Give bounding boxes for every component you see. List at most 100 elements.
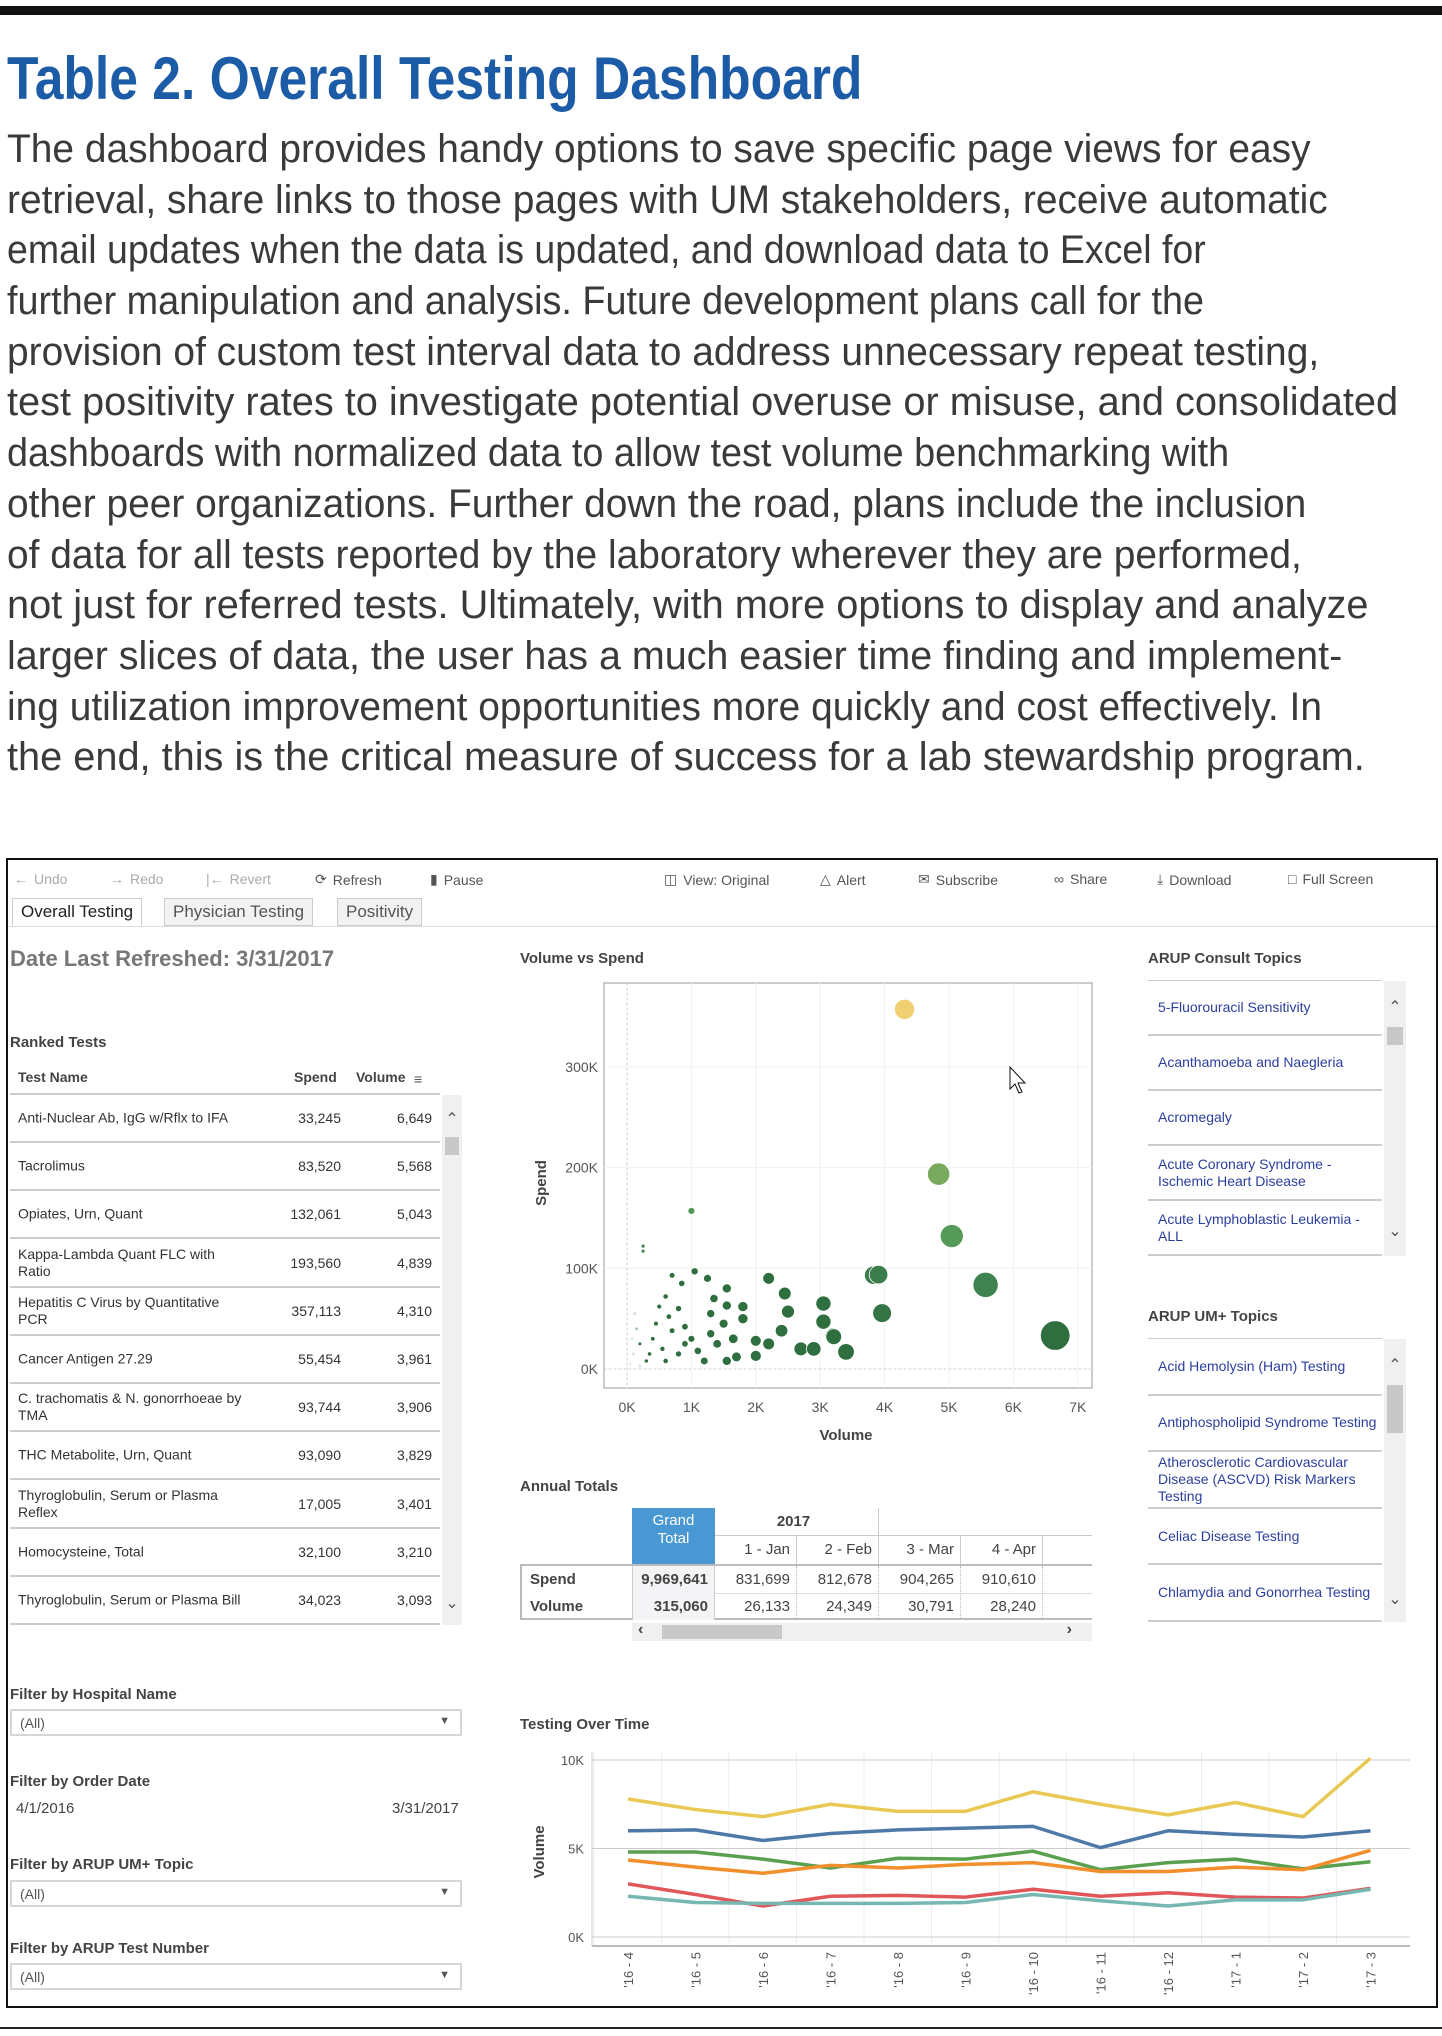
scroll-down-icon[interactable]: ⌄ <box>445 1595 459 1612</box>
topic-link[interactable]: Atherosclerotic Cardiovascular Disease (… <box>1148 1452 1382 1509</box>
scatter-point[interactable] <box>643 1358 649 1364</box>
scatter-point[interactable] <box>728 1333 739 1344</box>
scatter-point[interactable] <box>665 1313 673 1320</box>
scatter-point[interactable] <box>675 1305 683 1313</box>
scatter-point[interactable] <box>632 1311 637 1316</box>
scatter-point[interactable] <box>718 1318 729 1329</box>
scatter-point[interactable] <box>681 1323 689 1331</box>
month-header[interactable]: 1 - Jan <box>715 1536 797 1564</box>
scatter-point[interactable] <box>703 1273 712 1283</box>
scatter-point[interactable] <box>678 1279 686 1288</box>
scroll-thumb[interactable] <box>662 1625 782 1639</box>
annual-scrollbar[interactable]: ‹ › <box>632 1621 1092 1641</box>
scatter-point[interactable] <box>731 1351 742 1363</box>
scroll-thumb[interactable] <box>445 1137 459 1155</box>
scatter-point[interactable] <box>749 1350 762 1362</box>
redo-button[interactable]: → Redo <box>110 871 164 887</box>
scatter-point[interactable] <box>662 1293 669 1300</box>
table-row[interactable]: Hepatitis C Virus by Quantitative PCR 357… <box>10 1288 440 1336</box>
scroll-up-icon[interactable]: ⌃ <box>445 1111 459 1128</box>
download-button[interactable]: ⤓ Download <box>1157 871 1232 888</box>
month-header[interactable]: 4 - Apr <box>961 1536 1043 1564</box>
scatter-point[interactable] <box>687 1334 696 1343</box>
grand-total-header[interactable]: Grand Total <box>632 1508 715 1564</box>
filter-testnum-select[interactable]: (All) ▼ <box>10 1963 462 1990</box>
scroll-left-icon[interactable]: ‹ <box>638 1621 644 1638</box>
scatter-point[interactable] <box>634 1326 639 1331</box>
view-original-button[interactable]: ◫ View: Original <box>664 871 770 888</box>
subscribe-button[interactable]: ✉ Subscribe <box>918 871 998 888</box>
scatter-point[interactable] <box>1039 1320 1071 1351</box>
scatter-point[interactable] <box>628 1361 633 1366</box>
order-date-end[interactable]: 3/31/2017 <box>392 1800 459 1817</box>
scroll-down-icon[interactable]: ⌄ <box>1388 1591 1402 1608</box>
scatter-point[interactable] <box>640 1243 646 1249</box>
tab-physician-testing[interactable]: Physician Testing <box>164 898 314 926</box>
scatter-point[interactable] <box>668 1272 676 1279</box>
full-screen-button[interactable]: □ Full Screen <box>1288 871 1374 887</box>
scroll-thumb[interactable] <box>1387 1027 1403 1045</box>
table-row[interactable]: C. trachomatis & N. gonorrhoeae by TMA 93… <box>10 1384 440 1433</box>
scroll-down-icon[interactable]: ⌄ <box>1388 1223 1402 1240</box>
sort-icon[interactable]: ≡ <box>414 1071 423 1087</box>
scatter-point[interactable] <box>699 1356 709 1366</box>
series-line[interactable] <box>628 1849 1371 1872</box>
filter-umtopic-select[interactable]: (All) ▼ <box>10 1880 462 1907</box>
scatter-point[interactable] <box>774 1324 789 1338</box>
series-line[interactable] <box>627 1848 1371 1876</box>
scatter-point[interactable] <box>825 1328 843 1345</box>
scatter-point[interactable] <box>659 1345 666 1352</box>
scatter-point[interactable] <box>675 1350 683 1358</box>
scroll-up-icon[interactable]: ⌃ <box>1388 999 1402 1016</box>
share-button[interactable]: ∞ Share <box>1054 871 1108 887</box>
topic-link[interactable]: 5-Fluorouracil Sensitivity <box>1148 981 1382 1036</box>
topic-link[interactable]: Acute Lymphoblastic Leukemia - ALL <box>1148 1201 1382 1256</box>
scatter-point[interactable] <box>737 1313 749 1325</box>
testing-over-time-chart[interactable]: '16 - 4 '16 - 5 '16 - 6 '16 - 7 '16 - 8 '16 -… <box>520 1740 1420 2002</box>
scatter-point[interactable] <box>646 1351 653 1357</box>
scatter-point[interactable] <box>650 1336 656 1342</box>
scatter-point[interactable] <box>721 1283 732 1294</box>
series-line[interactable] <box>627 1887 1371 1908</box>
scatter-point[interactable] <box>868 1264 889 1285</box>
scatter-point[interactable] <box>762 1272 775 1285</box>
topic-link[interactable]: Chlamydia and Gonorrhea Testing <box>1148 1565 1382 1622</box>
scatter-point[interactable] <box>709 1293 719 1304</box>
series-line[interactable] <box>627 1756 1372 1819</box>
scatter-point[interactable] <box>662 1357 669 1365</box>
topic-link[interactable]: Antiphospholipid Syndrome Testing <box>1148 1396 1382 1453</box>
scroll-right-icon[interactable]: › <box>1066 1621 1072 1638</box>
topic-link[interactable]: Acanthamoeba and Naegleria <box>1148 1036 1382 1091</box>
scatter-point[interactable] <box>693 1346 702 1355</box>
revert-button[interactable]: |← Revert <box>206 871 271 887</box>
refresh-button[interactable]: ⟳ Refresh <box>315 871 382 888</box>
scatter-point[interactable] <box>630 1336 635 1341</box>
table-row[interactable]: THC Metabolite, Urn, Quant 93,090 3,829 <box>10 1432 440 1481</box>
tab-positivity[interactable]: Positivity <box>337 898 423 926</box>
tab-overall-testing[interactable]: Overall Testing <box>12 898 143 926</box>
column-header-test-name[interactable]: Test Name <box>18 1069 88 1085</box>
scatter-point[interactable] <box>668 1327 676 1335</box>
scatter-point[interactable] <box>640 1248 646 1254</box>
series-line[interactable] <box>627 1824 1371 1850</box>
column-header-spend[interactable]: Spend <box>294 1069 337 1085</box>
table-row[interactable]: Tacrolimus 83,520 5,568 <box>10 1143 440 1192</box>
scatter-point[interactable] <box>706 1309 716 1319</box>
scroll-up-icon[interactable]: ⌃ <box>1388 1357 1402 1374</box>
scatter-point[interactable] <box>687 1207 696 1215</box>
topic-link[interactable]: Acromegaly <box>1148 1091 1382 1146</box>
topic-link[interactable]: Acid Hemolysin (Ham) Testing <box>1148 1339 1382 1396</box>
table-row[interactable]: Anti-Nuclear Ab, IgG w/Rflx to IFA 33,245… <box>10 1095 440 1143</box>
table-row[interactable]: Thyroglobulin, Serum or Plasma Bill 34,02… <box>10 1577 440 1625</box>
ranked-tests-scrollbar[interactable]: ⌃ ⌄ <box>442 1095 462 1625</box>
table-row[interactable]: Kappa-Lambda Quant FLC with Ratio 193,560… <box>10 1240 440 1288</box>
table-row[interactable]: Cancer Antigen 27.29 55,454 3,961 <box>10 1336 440 1384</box>
table-row[interactable]: Thyroglobulin, Serum or Plasma Reflex 17,… <box>10 1481 440 1529</box>
scatter-point[interactable] <box>815 1313 832 1330</box>
scatter-point[interactable] <box>894 998 916 1020</box>
scatter-point[interactable] <box>777 1286 792 1301</box>
scatter-point[interactable] <box>721 1355 732 1366</box>
order-date-start[interactable]: 4/1/2016 <box>16 1800 75 1817</box>
scatter-point[interactable] <box>653 1320 659 1327</box>
scatter-point[interactable] <box>690 1267 699 1276</box>
